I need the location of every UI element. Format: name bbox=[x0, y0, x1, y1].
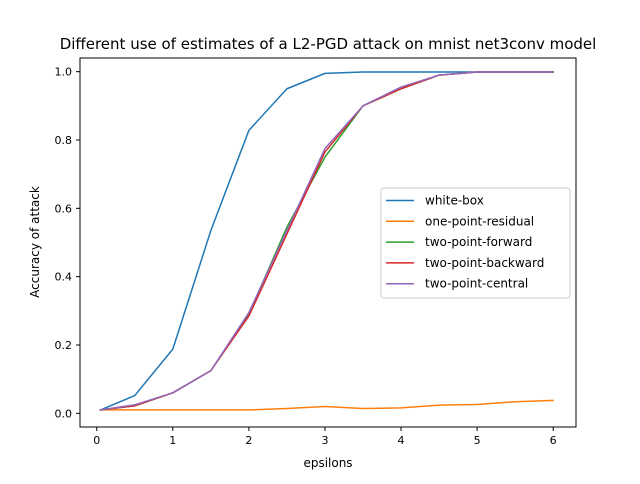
legend: white-box one-point-residual two-point-for… bbox=[380, 187, 571, 299]
y-tick-label: 1.0 bbox=[55, 66, 73, 79]
legend-label-white-box: white-box bbox=[425, 194, 484, 208]
x-tick-label: 4 bbox=[398, 434, 405, 447]
y-axis-label: Accuracy of attack bbox=[28, 186, 42, 298]
chart-title: Different use of estimates of a L2-PGD a… bbox=[60, 35, 597, 53]
legend-label-two-point-central: two-point-central bbox=[425, 277, 528, 291]
x-tick-label: 0 bbox=[93, 434, 100, 447]
legend-frame bbox=[380, 187, 571, 299]
y-tick-label: 0.4 bbox=[55, 271, 73, 284]
legend-label-one-point-residual: one-point-residual bbox=[425, 214, 534, 228]
y-tick-label: 0.6 bbox=[55, 202, 73, 215]
plot-area bbox=[99, 71, 554, 411]
x-tick-label: 6 bbox=[550, 434, 557, 447]
y-tick-label: 0.0 bbox=[55, 407, 73, 420]
series-line-two-point-central bbox=[99, 71, 554, 411]
x-tick-label: 3 bbox=[321, 434, 328, 447]
axes-frame bbox=[79, 57, 577, 428]
legend-label-two-point-forward: two-point-forward bbox=[425, 235, 532, 249]
x-tick-label: 1 bbox=[169, 434, 176, 447]
legend-label-two-point-backward: two-point-backward bbox=[425, 256, 544, 270]
y-tick-label: 0.8 bbox=[55, 134, 73, 147]
x-axis-label: epsilons bbox=[303, 456, 352, 470]
y-tick-label: 0.2 bbox=[55, 339, 73, 352]
series-line-one-point-residual bbox=[99, 399, 554, 411]
x-tick-label: 5 bbox=[474, 434, 481, 447]
x-tick-label: 2 bbox=[245, 434, 252, 447]
